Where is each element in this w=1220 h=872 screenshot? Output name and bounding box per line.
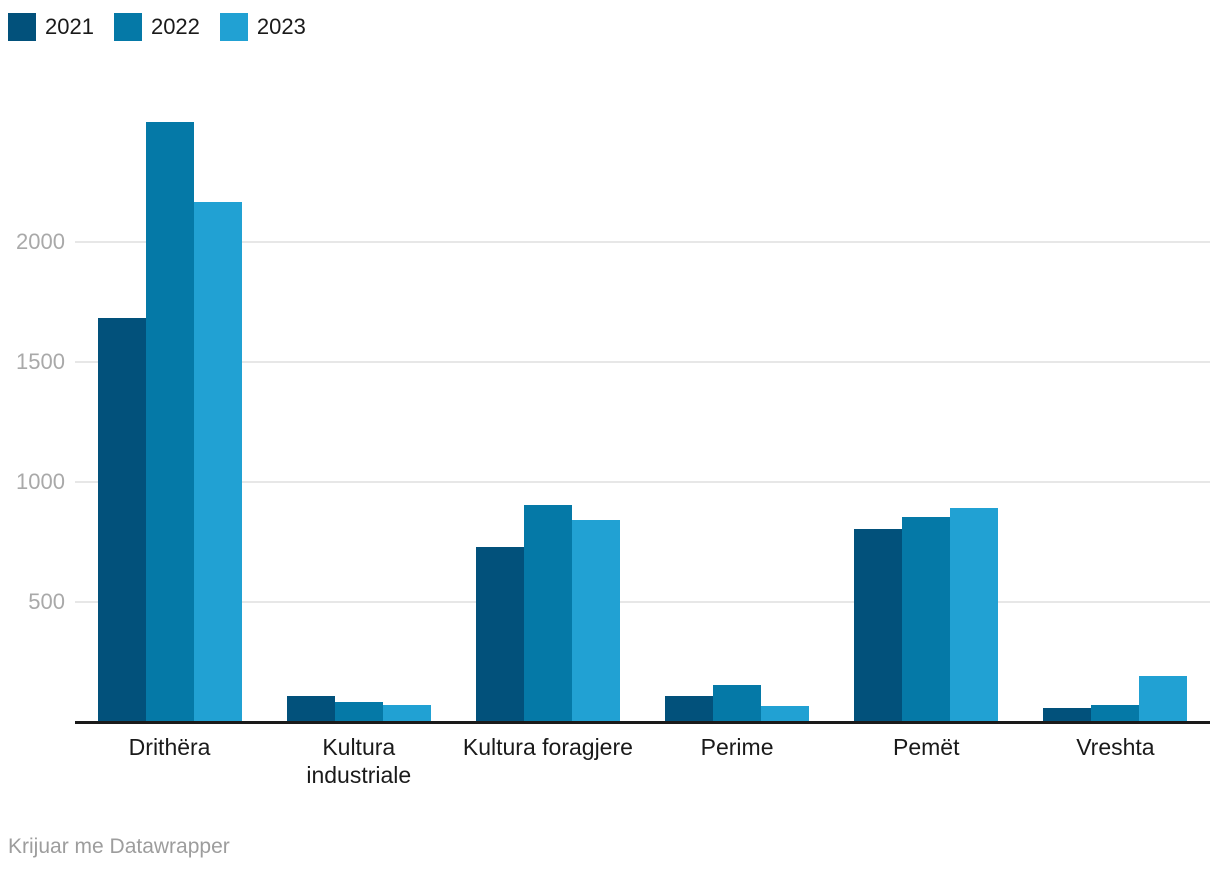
bar-drithera-2023[interactable]	[193, 202, 242, 722]
legend-item-2021: 2021	[8, 13, 94, 41]
bar-perime-2021[interactable]	[665, 696, 714, 722]
y-tick-label-500: 500	[28, 589, 65, 614]
gridline-1000	[75, 481, 1210, 483]
legend-item-2022: 2022	[113, 13, 200, 41]
bar-kultura-industriale-2022[interactable]	[334, 702, 383, 722]
chart-legend: 2021 2022 2023	[8, 13, 306, 41]
bar-perime-2023[interactable]	[761, 706, 810, 722]
gridline-1500	[75, 361, 1210, 363]
bar-vreshta-2022[interactable]	[1091, 704, 1140, 722]
datawrapper-credit-link[interactable]: Krijuar me Datawrapper	[8, 835, 230, 858]
legend-item-2023: 2023	[219, 13, 306, 41]
bar-kultura-industriale-2021[interactable]	[286, 695, 335, 722]
x-axis-label-vreshta: Vreshta	[1076, 734, 1155, 760]
legend-swatch-2023	[219, 13, 248, 41]
bar-pemet-2021[interactable]	[854, 528, 903, 722]
x-axis-label-perime: Perime	[700, 734, 774, 760]
bar-vreshta-2021[interactable]	[1043, 707, 1092, 722]
legend-swatch-2021	[8, 13, 36, 41]
bar-perime-2022[interactable]	[713, 684, 762, 722]
bar-drithera-2021[interactable]	[97, 317, 146, 722]
bar-vreshta-2023[interactable]	[1139, 676, 1188, 722]
bar-kultura-industriale-2023[interactable]	[382, 705, 431, 722]
bar-pemet-2022[interactable]	[902, 516, 951, 722]
x-axis-line	[75, 721, 1210, 724]
gridline-500	[75, 601, 1210, 603]
y-tick-label-1500: 1500	[16, 349, 65, 374]
bar-kultura-foragjere-2023[interactable]	[571, 520, 620, 722]
legend-label: 2021	[45, 14, 94, 39]
x-axis-label-pemet: Pemët	[893, 734, 960, 760]
x-axis-label-drithera: Drithëra	[128, 734, 211, 760]
y-tick-label-2000: 2000	[16, 229, 65, 254]
bar-kultura-foragjere-2021[interactable]	[475, 546, 524, 722]
bar-drithera-2022[interactable]	[145, 122, 194, 722]
legend-label: 2022	[150, 14, 200, 39]
legend-swatch-2022	[113, 13, 142, 41]
y-tick-label-1000: 1000	[16, 469, 65, 494]
x-axis-label-kultura-industriale: Kultura industriale	[306, 734, 412, 788]
x-axis-label-kultura-foragjere: Kultura foragjere	[462, 734, 633, 760]
legend-label: 2023	[256, 14, 306, 39]
bar-pemet-2023[interactable]	[950, 508, 999, 722]
gridline-2000	[75, 241, 1210, 243]
bar-kultura-foragjere-2022[interactable]	[523, 504, 572, 722]
